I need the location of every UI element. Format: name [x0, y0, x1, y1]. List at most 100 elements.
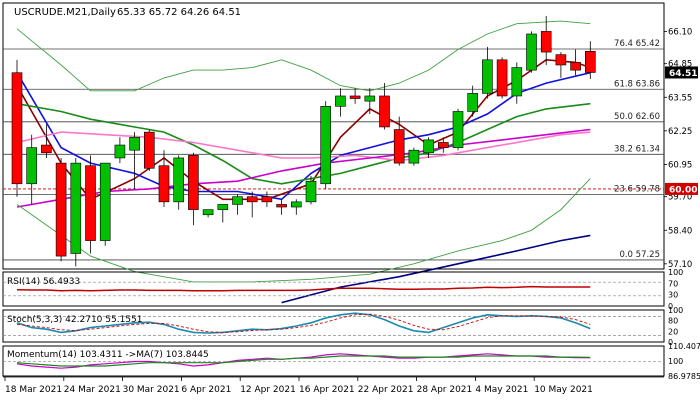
- candle-body: [526, 33, 537, 71]
- time-tick-label: 10 May 2021: [534, 385, 593, 395]
- fib-label-61.8: 61.8 63.86: [614, 79, 660, 89]
- candle-body: [276, 204, 287, 208]
- rsi-panel-border: [2, 271, 665, 307]
- marker-price-label: 60.00: [669, 185, 697, 195]
- candles: [11, 15, 596, 267]
- rsi-series: 100 70 30 0: [3, 268, 683, 311]
- momentum-series: 110.4073 100 86.9785: [3, 342, 700, 381]
- price-tick-label: 59.70: [668, 193, 692, 203]
- rsi-tick-label: 0: [668, 302, 673, 311]
- stoch-panel-border: [2, 309, 665, 343]
- candle-body: [232, 196, 243, 205]
- fib-label-0.0: 0.0 57.25: [619, 250, 660, 260]
- fib-label-23.6: 23.6 59.78: [614, 185, 660, 195]
- candle-body: [188, 155, 199, 210]
- stoch-tick-label: 20: [668, 327, 678, 336]
- candle-body: [55, 162, 67, 257]
- time-axis: 18 Mar 2021 24 Mar 2021 30 Mar 2021 6 Apr 2…: [3, 376, 664, 395]
- candle-body: [570, 62, 581, 71]
- mom-tick-label: 110.4073: [668, 342, 700, 351]
- mom-tick-label: 86.9785: [668, 372, 700, 381]
- chart-title: USCRUDE.M21,Daily: [14, 7, 116, 18]
- time-tick-label: 18 Mar 2021: [5, 385, 62, 395]
- candle-body: [114, 144, 126, 159]
- candle-body: [496, 59, 508, 97]
- candle-body: [320, 106, 332, 185]
- momentum-label: Momentum(14) 103.4311 ->MA(7) 103.8445: [7, 350, 209, 360]
- candle-body: [349, 95, 361, 99]
- price-axis: 57.10 58.40 59.70 60.95 62.25 63.55 64.85 66.10…: [664, 27, 698, 270]
- fib-label-76.4: 76.4 65.42: [614, 39, 660, 49]
- fib-label-38.2: 38.2 61.34: [614, 144, 660, 154]
- fib-label-50.0: 50.0 62.60: [614, 112, 660, 122]
- candle-body: [202, 209, 214, 216]
- momentum-panel: 110.4073 100 86.9785 Momentum(14) 103.4311…: [2, 342, 700, 381]
- price-tick-label: 66.10: [668, 27, 692, 37]
- candle-body: [511, 67, 523, 97]
- candle-body: [364, 95, 376, 102]
- candle-body: [173, 157, 184, 203]
- overlay-line-3: [16, 131, 591, 162]
- candle-body: [540, 31, 552, 53]
- time-tick-label: 30 Mar 2021: [123, 385, 180, 395]
- stoch-tick-label: 100: [668, 306, 683, 315]
- rsi-series-0: [16, 285, 591, 292]
- time-tick-label: 24 Mar 2021: [64, 385, 121, 395]
- rsi-tick-label: 70: [668, 279, 678, 288]
- candle-body: [482, 59, 493, 94]
- candle-body: [11, 72, 23, 185]
- mom-series-1: [16, 355, 591, 367]
- candle-body: [379, 95, 390, 128]
- candle-body: [393, 129, 405, 164]
- candle-body: [99, 162, 111, 241]
- candle-body: [408, 149, 420, 164]
- candle-body: [437, 142, 449, 148]
- price-tick-label: 62.25: [668, 127, 692, 137]
- price-tick-label: 64.85: [668, 60, 692, 70]
- stoch-series-0: [16, 312, 591, 334]
- candle-body: [26, 147, 38, 185]
- overlay-line-5: [16, 178, 591, 283]
- candle-body: [129, 136, 140, 151]
- price-tick-label: 63.55: [668, 93, 692, 103]
- time-tick-label: 22 Apr 2021: [358, 385, 414, 395]
- time-tick-label: 28 Apr 2021: [417, 385, 473, 395]
- main-panel: 76.4 65.42 61.8 63.86 50.0 62.60 38.2 61.34…: [2, 2, 698, 304]
- candle-body: [246, 196, 258, 203]
- rsi-tick-label: 100: [668, 268, 683, 277]
- price-tick-label: 58.40: [668, 226, 692, 236]
- candle-body: [305, 180, 317, 203]
- stoch-series-1: [16, 313, 591, 333]
- candle-body: [335, 95, 346, 107]
- mom-tick-label: 100: [668, 357, 683, 366]
- candle-body: [261, 196, 273, 203]
- time-tick-label: 6 Apr 2021: [181, 385, 231, 395]
- candle-body: [467, 93, 479, 112]
- price-tick-label: 57.10: [668, 260, 692, 270]
- main-panel-border: [2, 2, 665, 270]
- stoch-label: Stoch(5,3,3) 42.2710 55.1551: [7, 315, 142, 325]
- ohlc-header: 65.33 65.72 64.26 64.51: [117, 7, 241, 18]
- time-tick-label: 16 Apr 2021: [299, 385, 355, 395]
- candle-body: [584, 50, 596, 73]
- candle-body: [85, 165, 96, 241]
- last-price-label: 64.51: [669, 69, 697, 79]
- candle-body: [158, 165, 170, 203]
- candle-body: [555, 54, 567, 66]
- overlay-line-4: [16, 128, 591, 208]
- last-price-badge: [665, 66, 698, 79]
- candle-body: [423, 139, 434, 154]
- overlay-line-7: [281, 234, 591, 304]
- candle-body: [41, 144, 52, 154]
- candle-body: [290, 201, 302, 208]
- stoch-tick-label: 80: [668, 317, 678, 326]
- candle-body: [144, 131, 155, 169]
- candle-body: [452, 111, 464, 148]
- rsi-tick-label: 30: [668, 291, 678, 300]
- price-tick-label: 60.95: [668, 160, 692, 170]
- rsi-panel: 100 70 30 0 RSI(14) 56.4933: [2, 268, 683, 311]
